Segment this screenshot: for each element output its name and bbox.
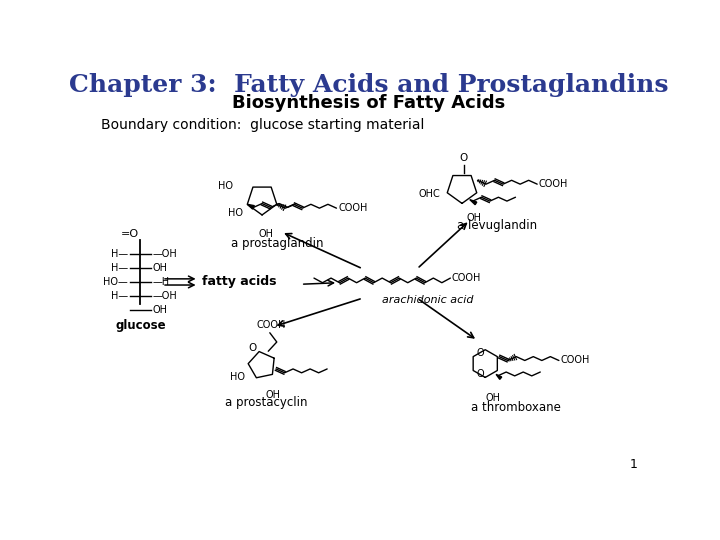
Text: HO: HO bbox=[217, 181, 233, 191]
Text: 1: 1 bbox=[629, 458, 637, 471]
Text: O: O bbox=[459, 153, 468, 164]
Text: HO—: HO— bbox=[103, 277, 128, 287]
Text: COOH: COOH bbox=[256, 320, 286, 330]
Text: HO: HO bbox=[228, 208, 243, 218]
Text: H—: H— bbox=[111, 263, 128, 273]
Text: OH: OH bbox=[258, 229, 274, 239]
Polygon shape bbox=[496, 374, 502, 380]
Text: COOH: COOH bbox=[452, 273, 481, 283]
Text: a prostaglandin: a prostaglandin bbox=[231, 237, 324, 249]
Text: Boundary condition:  glucose starting material: Boundary condition: glucose starting mat… bbox=[101, 118, 424, 132]
Text: arachidonic acid: arachidonic acid bbox=[382, 295, 474, 305]
Text: glucose: glucose bbox=[115, 319, 166, 332]
Text: H—: H— bbox=[111, 249, 128, 259]
Text: —OH: —OH bbox=[153, 291, 178, 301]
Text: H—: H— bbox=[111, 291, 128, 301]
Text: COOH: COOH bbox=[539, 179, 568, 189]
Text: COOH: COOH bbox=[338, 203, 367, 213]
Polygon shape bbox=[247, 204, 254, 209]
Text: O: O bbox=[477, 369, 485, 379]
Text: HO: HO bbox=[230, 373, 245, 382]
Text: OH: OH bbox=[466, 213, 481, 222]
Text: O: O bbox=[477, 348, 485, 358]
Text: fatty acids: fatty acids bbox=[202, 275, 277, 288]
Text: a levuglandin: a levuglandin bbox=[456, 219, 537, 232]
Text: Biosynthesis of Fatty Acids: Biosynthesis of Fatty Acids bbox=[233, 94, 505, 112]
Text: —OH: —OH bbox=[153, 249, 178, 259]
Text: a prostacyclin: a prostacyclin bbox=[225, 396, 307, 409]
Text: =O: =O bbox=[121, 229, 139, 239]
Text: OH: OH bbox=[153, 263, 168, 273]
Text: COOH: COOH bbox=[560, 355, 590, 366]
Text: OH: OH bbox=[153, 305, 168, 315]
Text: OH: OH bbox=[266, 390, 280, 400]
Text: O: O bbox=[248, 343, 257, 353]
Text: a thromboxane: a thromboxane bbox=[472, 401, 561, 414]
Text: OH: OH bbox=[485, 393, 500, 403]
Polygon shape bbox=[469, 200, 477, 205]
Text: —H: —H bbox=[153, 277, 170, 287]
Text: OHC: OHC bbox=[418, 189, 441, 199]
Text: Chapter 3:  Fatty Acids and Prostaglandins: Chapter 3: Fatty Acids and Prostaglandin… bbox=[69, 73, 669, 97]
